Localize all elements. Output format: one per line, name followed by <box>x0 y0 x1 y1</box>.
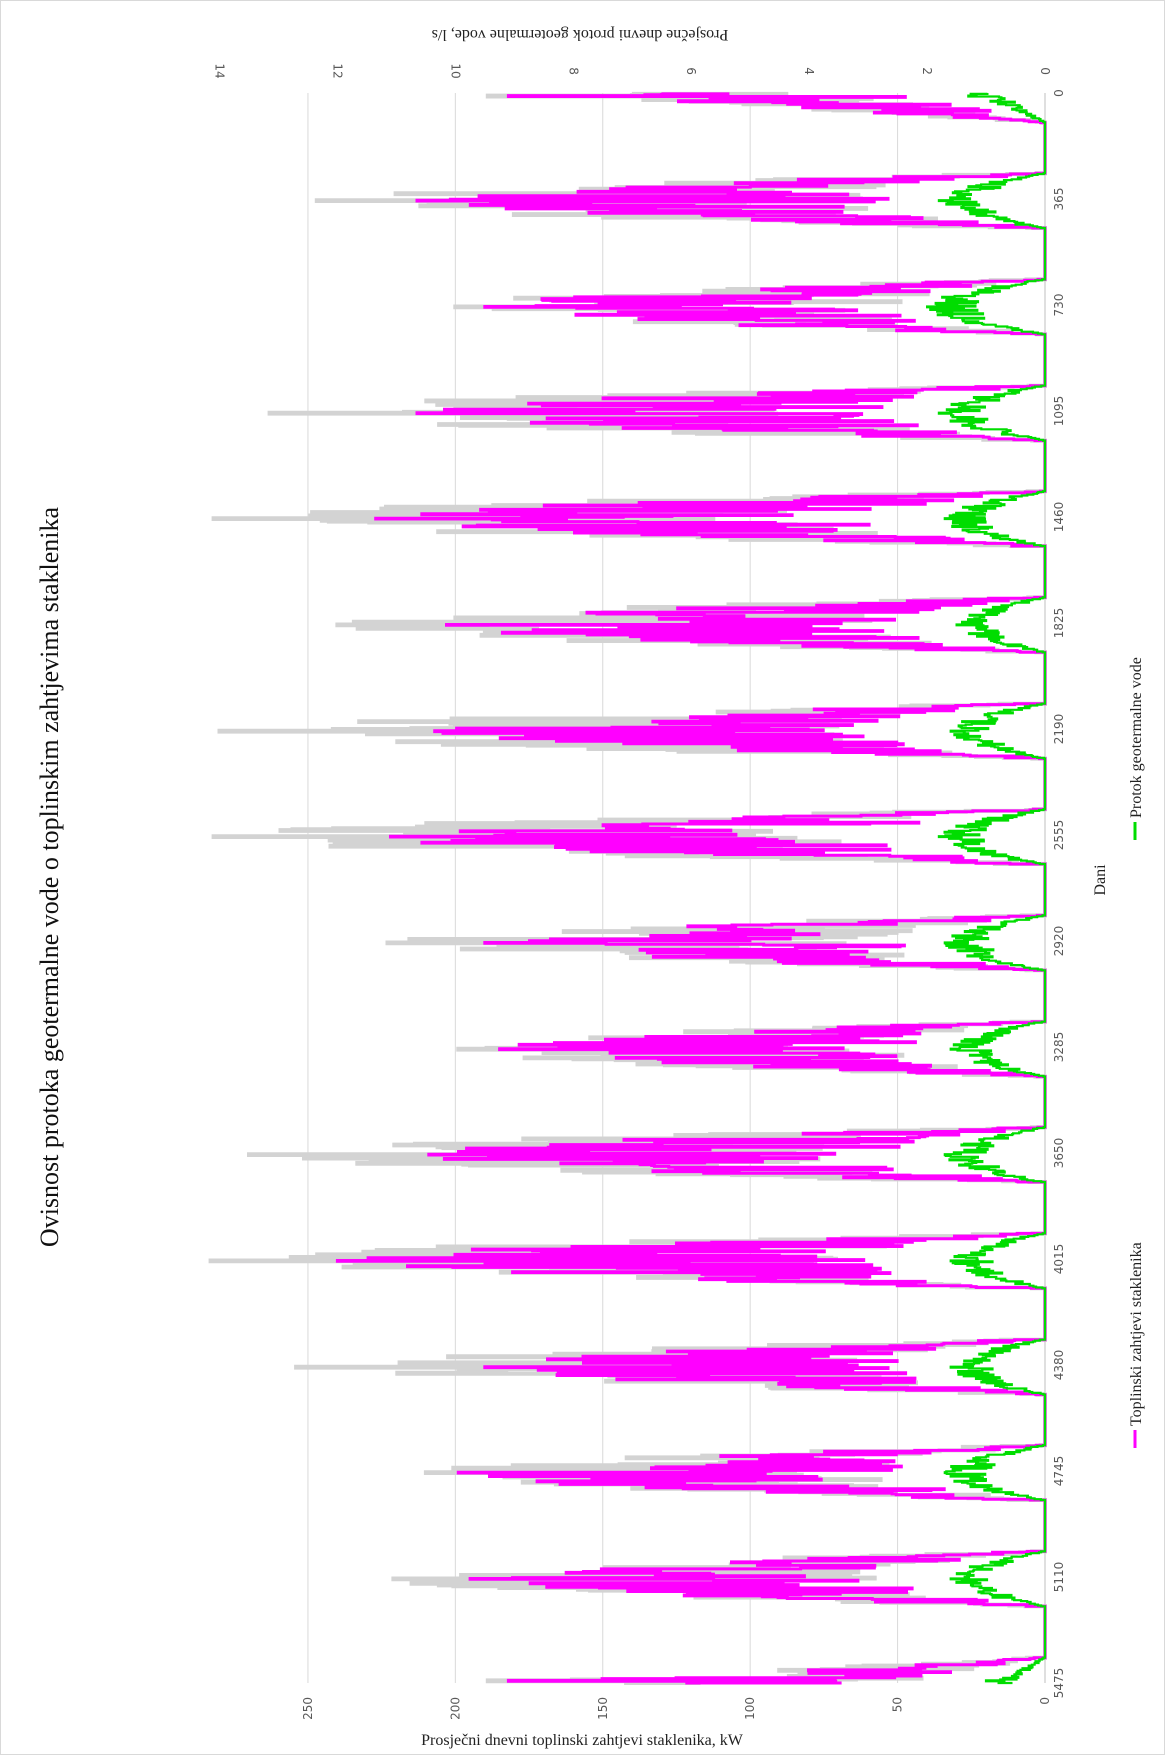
y-tick-label: 200 <box>448 1697 462 1720</box>
chart-title: Ovisnost protoka geotermalne vode o topl… <box>35 506 64 1247</box>
series-protok-geotermalne-vode <box>926 92 1047 1685</box>
x-tick-label: 5475 <box>1052 1668 1066 1699</box>
x-tick-label: 2190 <box>1052 714 1066 745</box>
y-tick-label: 150 <box>596 1697 610 1720</box>
y2-tick-label: 6 <box>684 67 698 75</box>
x-tick-label: 3650 <box>1052 1138 1066 1169</box>
y-tick-label: 100 <box>743 1697 757 1720</box>
y-axis-ticks: 0 50 100 150 200 250 <box>301 1697 1052 1720</box>
y-axis-title: Prosječni dnevni toplinski zahtjevi stak… <box>421 1732 744 1749</box>
y2-tick-label: 12 <box>330 63 344 78</box>
y2-tick-label: 2 <box>920 67 934 75</box>
x-tick-label: 2555 <box>1052 820 1066 851</box>
x-axis-title: Dani <box>1092 864 1109 896</box>
y2-tick-label: 10 <box>448 63 462 78</box>
x-tick-label: 3285 <box>1052 1032 1066 1063</box>
x-axis-ticks: 0 365 730 1095 1460 1825 2190 2555 2920 3285 3650 4… <box>1052 89 1066 1698</box>
x-tick-label: 0 <box>1052 89 1066 97</box>
y2-tick-label: 0 <box>1038 67 1052 75</box>
x-tick-label: 365 <box>1052 188 1066 211</box>
plot-area <box>208 91 1047 1685</box>
x-tick-label: 1460 <box>1052 502 1066 533</box>
y2-axis-title: Prosječne dnevni protok geotermalne vode… <box>432 26 729 43</box>
legend-label: Protok geotermalne vode <box>1128 657 1145 818</box>
y-tick-label: 50 <box>891 1697 905 1712</box>
x-tick-label: 4380 <box>1052 1350 1066 1381</box>
x-tick-label: 4015 <box>1052 1244 1066 1275</box>
legend-label: Toplinski zahtjevi staklenika <box>1128 1242 1145 1426</box>
x-tick-label: 2920 <box>1052 926 1066 957</box>
y2-axis-ticks: 0 2 4 6 8 10 12 14 <box>212 63 1052 78</box>
x-tick-label: 4745 <box>1052 1456 1066 1487</box>
y2-tick-label: 8 <box>566 67 580 75</box>
y-tick-label: 0 <box>1038 1697 1052 1705</box>
y2-tick-label: 4 <box>802 67 816 75</box>
x-tick-label: 1095 <box>1052 396 1066 427</box>
y-tick-label: 250 <box>301 1697 315 1720</box>
y2-tick-label: 14 <box>212 63 226 78</box>
legend: Toplinski zahtjevi staklenika Protok geot… <box>1128 657 1145 1448</box>
x-tick-label: 730 <box>1052 294 1066 317</box>
x-tick-label: 1825 <box>1052 608 1066 639</box>
x-tick-label: 5110 <box>1052 1562 1066 1593</box>
